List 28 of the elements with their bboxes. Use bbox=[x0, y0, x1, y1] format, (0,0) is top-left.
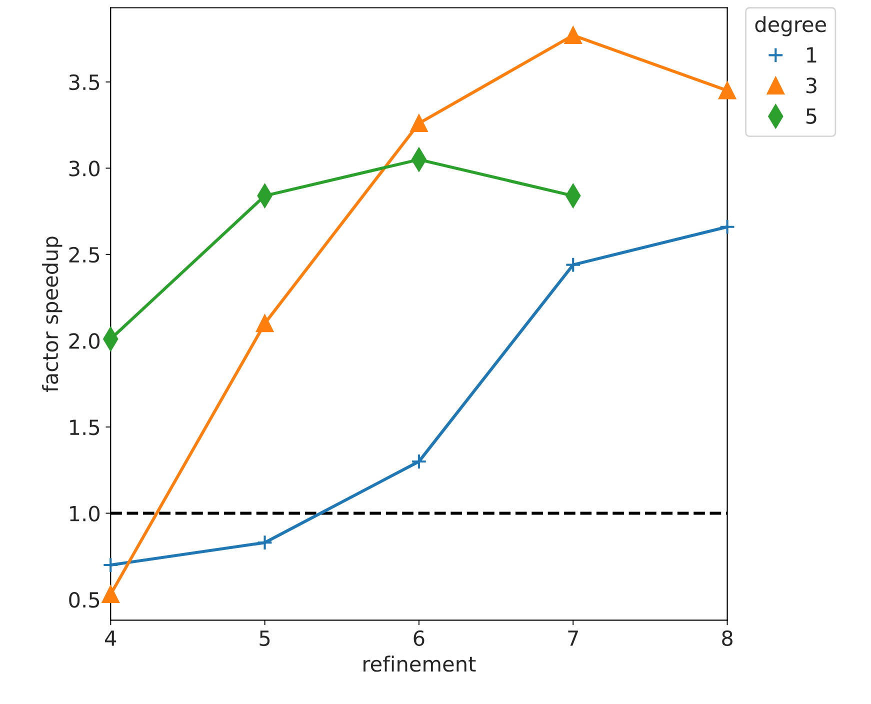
point bbox=[410, 454, 427, 470]
legend-title: degree bbox=[755, 16, 826, 36]
point bbox=[102, 586, 120, 604]
y-tick-label: 1.0 bbox=[70, 506, 100, 522]
legend-label: 1 bbox=[807, 47, 816, 62]
y-tick-label: 3.0 bbox=[69, 160, 100, 176]
x-axis-title: refinement bbox=[364, 656, 476, 672]
point bbox=[410, 114, 428, 132]
point bbox=[718, 82, 736, 100]
x-tick-label: 8 bbox=[722, 630, 732, 646]
point bbox=[719, 218, 736, 235]
x-tick-label: 5 bbox=[260, 630, 270, 646]
point bbox=[564, 26, 582, 44]
point bbox=[256, 314, 274, 332]
y-tick-label: 2.5 bbox=[69, 246, 100, 263]
legend-label: 3 bbox=[806, 78, 816, 94]
x-tick-label: 4 bbox=[105, 630, 116, 646]
x-tick-label: 7 bbox=[568, 630, 578, 646]
y-tick-label: 0.5 bbox=[69, 592, 100, 608]
point bbox=[565, 256, 582, 273]
y-tick-label: 2.0 bbox=[69, 333, 100, 349]
point bbox=[256, 534, 273, 551]
y-axis-title: factor speedup bbox=[42, 236, 62, 392]
y-tick-label: 3.5 bbox=[69, 74, 100, 90]
x-tick-label: 6 bbox=[414, 630, 424, 646]
y-tick-label: 1.5 bbox=[70, 420, 100, 436]
point bbox=[102, 557, 119, 574]
legend-label: 5 bbox=[806, 108, 816, 124]
